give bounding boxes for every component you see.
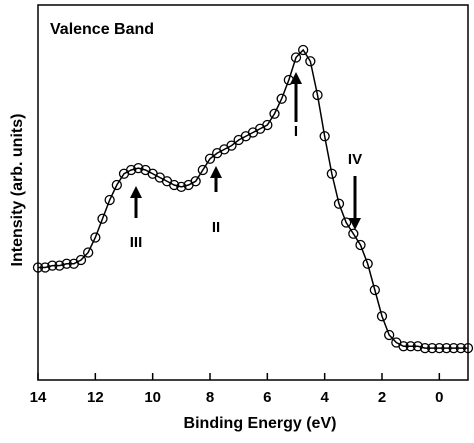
data-point bbox=[398, 341, 409, 352]
data-point bbox=[427, 342, 438, 354]
x-tick-label: 12 bbox=[87, 389, 104, 406]
x-tick-label: 4 bbox=[320, 389, 329, 406]
data-point bbox=[441, 342, 452, 354]
data-point bbox=[133, 162, 144, 174]
data-point bbox=[54, 260, 65, 271]
annotation-label: III bbox=[130, 234, 143, 251]
data-point bbox=[319, 131, 330, 142]
x-tick-label: 10 bbox=[144, 389, 161, 406]
y-axis-label: Intensity (arb. units) bbox=[9, 114, 26, 267]
data-point bbox=[190, 176, 201, 187]
data-point bbox=[126, 164, 137, 176]
data-point bbox=[434, 342, 445, 354]
data-point bbox=[355, 239, 366, 251]
arrow-head bbox=[210, 166, 222, 178]
x-tick-label: 2 bbox=[378, 389, 386, 406]
plot-frame bbox=[37, 4, 469, 381]
data-point bbox=[305, 56, 316, 67]
data-point bbox=[169, 179, 180, 191]
data-point bbox=[369, 284, 380, 296]
x-tick-label: 6 bbox=[263, 389, 271, 406]
data-point bbox=[83, 247, 94, 258]
data-point bbox=[455, 342, 466, 354]
annotation-label: I bbox=[294, 123, 298, 140]
data-point bbox=[111, 179, 122, 191]
data-point bbox=[90, 232, 101, 243]
data-point bbox=[226, 140, 237, 151]
data-point bbox=[75, 254, 87, 266]
data-point bbox=[262, 119, 273, 131]
data-point bbox=[197, 164, 208, 176]
data-point bbox=[333, 198, 345, 209]
arrow-head bbox=[130, 186, 142, 198]
data-point bbox=[348, 228, 359, 239]
data-point bbox=[341, 217, 352, 228]
data-point bbox=[448, 342, 459, 354]
data-point bbox=[312, 89, 323, 101]
x-tick-label: 0 bbox=[435, 389, 443, 406]
data-point bbox=[104, 194, 115, 206]
data-point bbox=[176, 181, 187, 193]
data-point bbox=[419, 342, 431, 354]
x-tick-label: 14 bbox=[30, 389, 47, 406]
annotation-label: II bbox=[212, 219, 220, 236]
arrow-head bbox=[290, 72, 302, 84]
x-axis-label: Binding Energy (eV) bbox=[184, 415, 337, 432]
data-point bbox=[462, 342, 474, 354]
data-point bbox=[290, 52, 302, 63]
data-point bbox=[362, 258, 373, 269]
data-point bbox=[384, 329, 395, 341]
arrow-head bbox=[349, 218, 361, 230]
data-point bbox=[276, 93, 287, 104]
annotation-label: IV bbox=[348, 151, 362, 168]
data-point bbox=[204, 153, 216, 164]
curve bbox=[38, 48, 468, 349]
data-point bbox=[298, 44, 309, 56]
data-point bbox=[61, 258, 72, 269]
data-point bbox=[412, 341, 423, 352]
data-point bbox=[405, 341, 416, 352]
data-point bbox=[32, 262, 44, 273]
chart-title: Valence Band bbox=[50, 21, 154, 38]
x-tick-label: 8 bbox=[206, 389, 214, 406]
data-point bbox=[326, 168, 337, 179]
data-point bbox=[97, 213, 108, 224]
data-point bbox=[40, 262, 51, 273]
data-point bbox=[376, 311, 388, 322]
data-point bbox=[47, 260, 58, 271]
data-point bbox=[269, 108, 280, 119]
